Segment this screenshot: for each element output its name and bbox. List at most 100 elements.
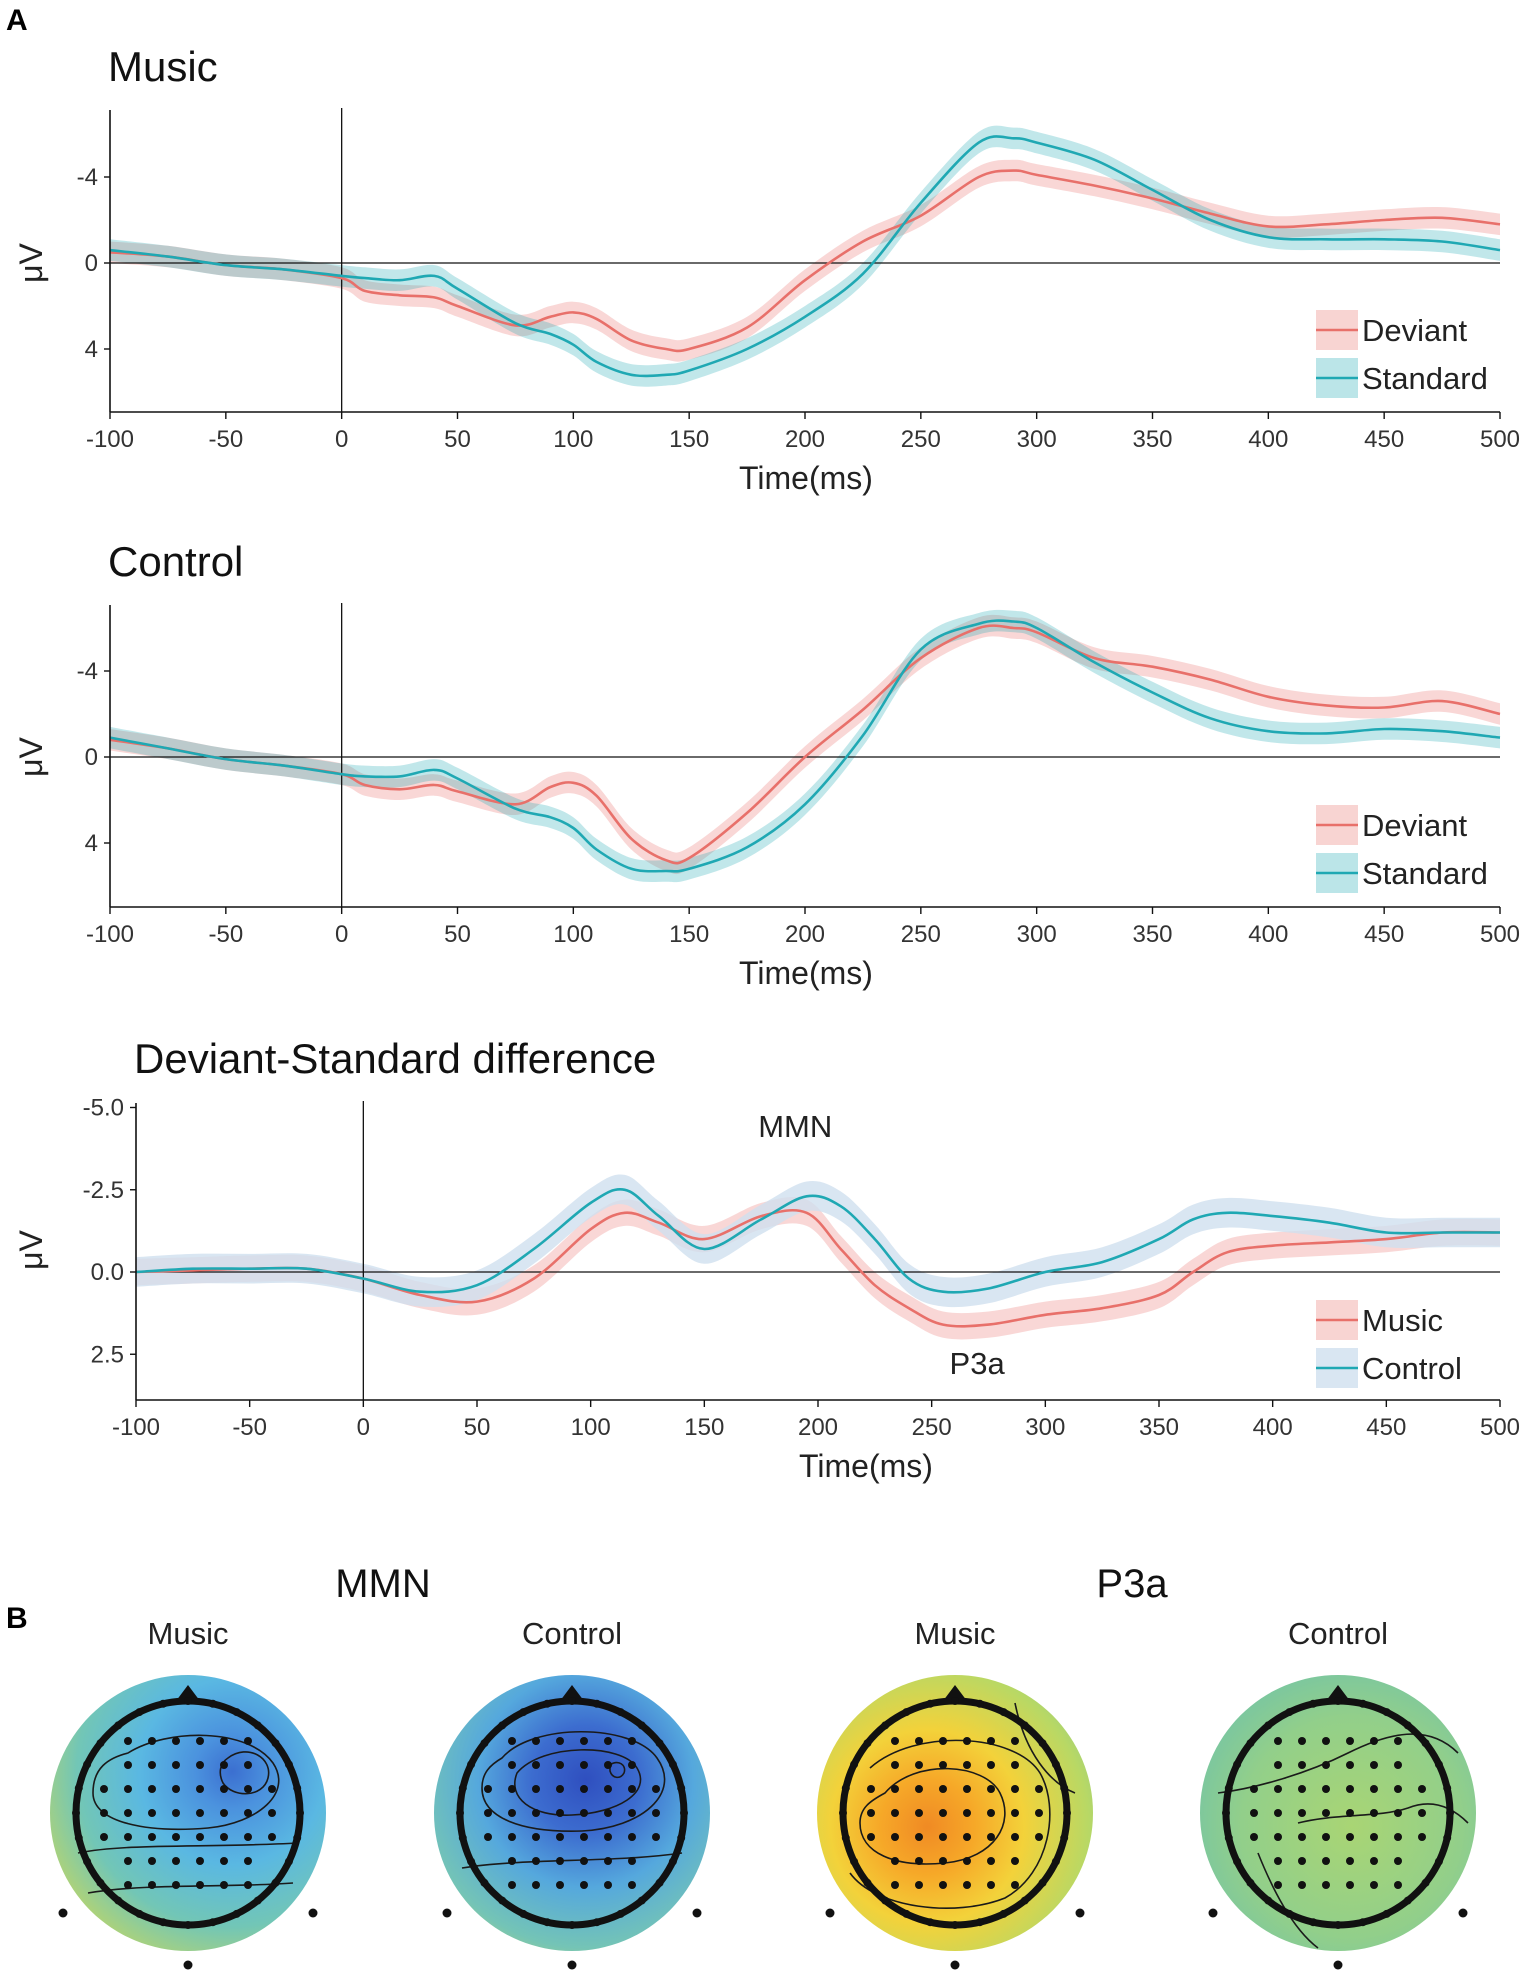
electrode [1346,1761,1354,1769]
legend-label: Deviant [1362,808,1467,843]
electrode [196,1761,204,1769]
electrode [1274,1809,1282,1817]
x-axis-label: Time(ms) [739,955,873,991]
electrode [556,1833,564,1841]
x-tick-label: 450 [1364,921,1404,948]
electrode [604,1809,612,1817]
y-tick-label: 4 [85,830,98,857]
electrode [72,1809,80,1817]
electrode [220,1857,228,1865]
electrode [148,1833,156,1841]
electrode [1346,1809,1354,1817]
electrode [604,1833,612,1841]
y-tick-label: 0 [85,250,98,277]
electrode [604,1881,612,1889]
electrode [556,1785,564,1793]
electrode [975,1699,984,1708]
electrode [1060,1784,1069,1793]
electrode [616,1909,625,1918]
electrode [268,1833,276,1841]
electrode [637,1896,646,1905]
electrode [208,1699,217,1708]
difference-wave-chart: Deviant-Standard difference -100 -50 0 50 100… [13,1035,1520,1484]
electrode [1038,1878,1047,1887]
electrode [1233,1857,1242,1866]
electrode [1298,1857,1306,1865]
electrode [987,1737,995,1745]
electrode [220,1881,228,1889]
electrode [484,1833,492,1841]
y-tick-label: -4 [77,164,98,191]
electrode [580,1833,588,1841]
electrode [480,1878,489,1887]
electrode [1250,1833,1258,1841]
electrode [1421,1739,1430,1748]
electrode [580,1785,588,1793]
x-tick-label: 0 [335,921,348,948]
electrode [1274,1881,1282,1889]
x-axis-label: Time(ms) [739,460,873,496]
electrode [1035,1833,1043,1841]
electrode [1011,1881,1019,1889]
electrode [1285,1909,1294,1918]
electrode [939,1881,947,1889]
band-control [136,1174,1500,1308]
electrode [1035,1785,1043,1793]
electrode [124,1857,132,1865]
electrode [244,1761,252,1769]
electrode [83,1857,92,1866]
electrode [1298,1737,1306,1745]
electrode [1394,1785,1402,1793]
contour-line [92,1734,280,1831]
electrode [580,1761,588,1769]
electrode [655,1739,664,1748]
x-tick-label: 0 [357,1414,370,1441]
electrode [1322,1881,1330,1889]
electrode [1370,1833,1378,1841]
electrode [1421,1878,1430,1887]
x-tick-label: 250 [901,921,941,948]
electrode [220,1737,228,1745]
electrode [628,1761,636,1769]
x-tick-label: 450 [1364,426,1404,453]
electrode [532,1809,540,1817]
electrode [839,1809,847,1817]
electrode [284,1760,293,1769]
electrode [124,1833,132,1841]
electrode [556,1737,564,1745]
x-tick-label: 100 [571,1414,611,1441]
x-tick-label: 500 [1480,1414,1520,1441]
electrode [232,1909,241,1918]
y-tick-label: -2.5 [83,1177,124,1204]
electrode [975,1918,984,1927]
electrode [652,1833,660,1841]
annotation-mmn: MMN [758,1109,832,1144]
electrode [1020,1721,1029,1730]
electrode [1370,1881,1378,1889]
y-tick-label: 0 [85,744,98,771]
topomap-field [50,1675,326,1951]
music-erp-chart: Music -100 -50 0 50 100 150 200 250 300 350 400 450 5… [13,43,1520,496]
x-axis-label: Time(ms) [799,1448,933,1484]
electrode [1285,1708,1294,1717]
electrode [253,1896,262,1905]
electrode [244,1833,252,1841]
reference-electrode [567,1960,577,1970]
chart-title: Music [108,43,218,90]
x-tick-label: 50 [444,426,471,453]
electrode [1274,1785,1282,1793]
electrode [172,1809,180,1817]
y-axis-label: μV [13,736,49,776]
electrode [1370,1761,1378,1769]
electrode [1394,1761,1402,1769]
topo-subtitle-p3a-control: Control [1288,1616,1388,1651]
electrode [939,1857,947,1865]
chart-title: Deviant-Standard difference [134,1035,656,1082]
x-tick-label: -100 [86,426,134,453]
electrode [184,1921,192,1929]
electrode [458,1784,467,1793]
electrode [1246,1739,1255,1748]
electrode [1060,1833,1069,1842]
electrode [532,1833,540,1841]
